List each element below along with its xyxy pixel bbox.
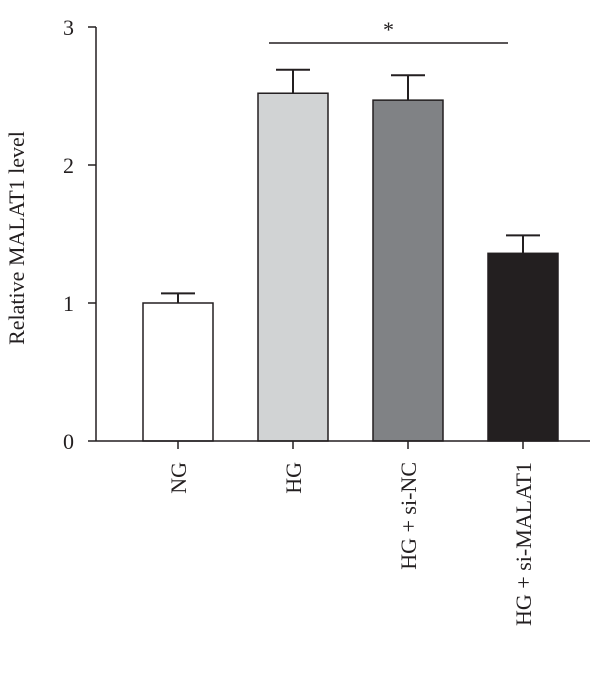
y-tick-label: 0	[63, 429, 74, 454]
y-axis: 0 1 2 3	[63, 15, 97, 454]
y-tick-label: 3	[63, 15, 74, 40]
x-tick-label: HG + si-MALAT1	[511, 462, 536, 626]
bar	[372, 99, 444, 442]
significance-label: *	[383, 17, 394, 42]
x-tick-label: NG	[166, 462, 191, 494]
bar	[142, 302, 214, 442]
y-tick-label: 1	[63, 291, 74, 316]
y-axis-title: Relative MALAT1 level	[4, 131, 29, 345]
y-tick-label: 2	[63, 153, 74, 178]
bars	[142, 68, 559, 442]
x-tick-label: HG	[281, 462, 306, 494]
bar	[257, 92, 329, 442]
x-axis: NG HG HG + si-NC HG + si-MALAT1	[96, 440, 590, 626]
x-tick-label: HG + si-NC	[396, 462, 421, 570]
bar	[487, 252, 559, 442]
significance-annotation: *	[269, 17, 508, 44]
